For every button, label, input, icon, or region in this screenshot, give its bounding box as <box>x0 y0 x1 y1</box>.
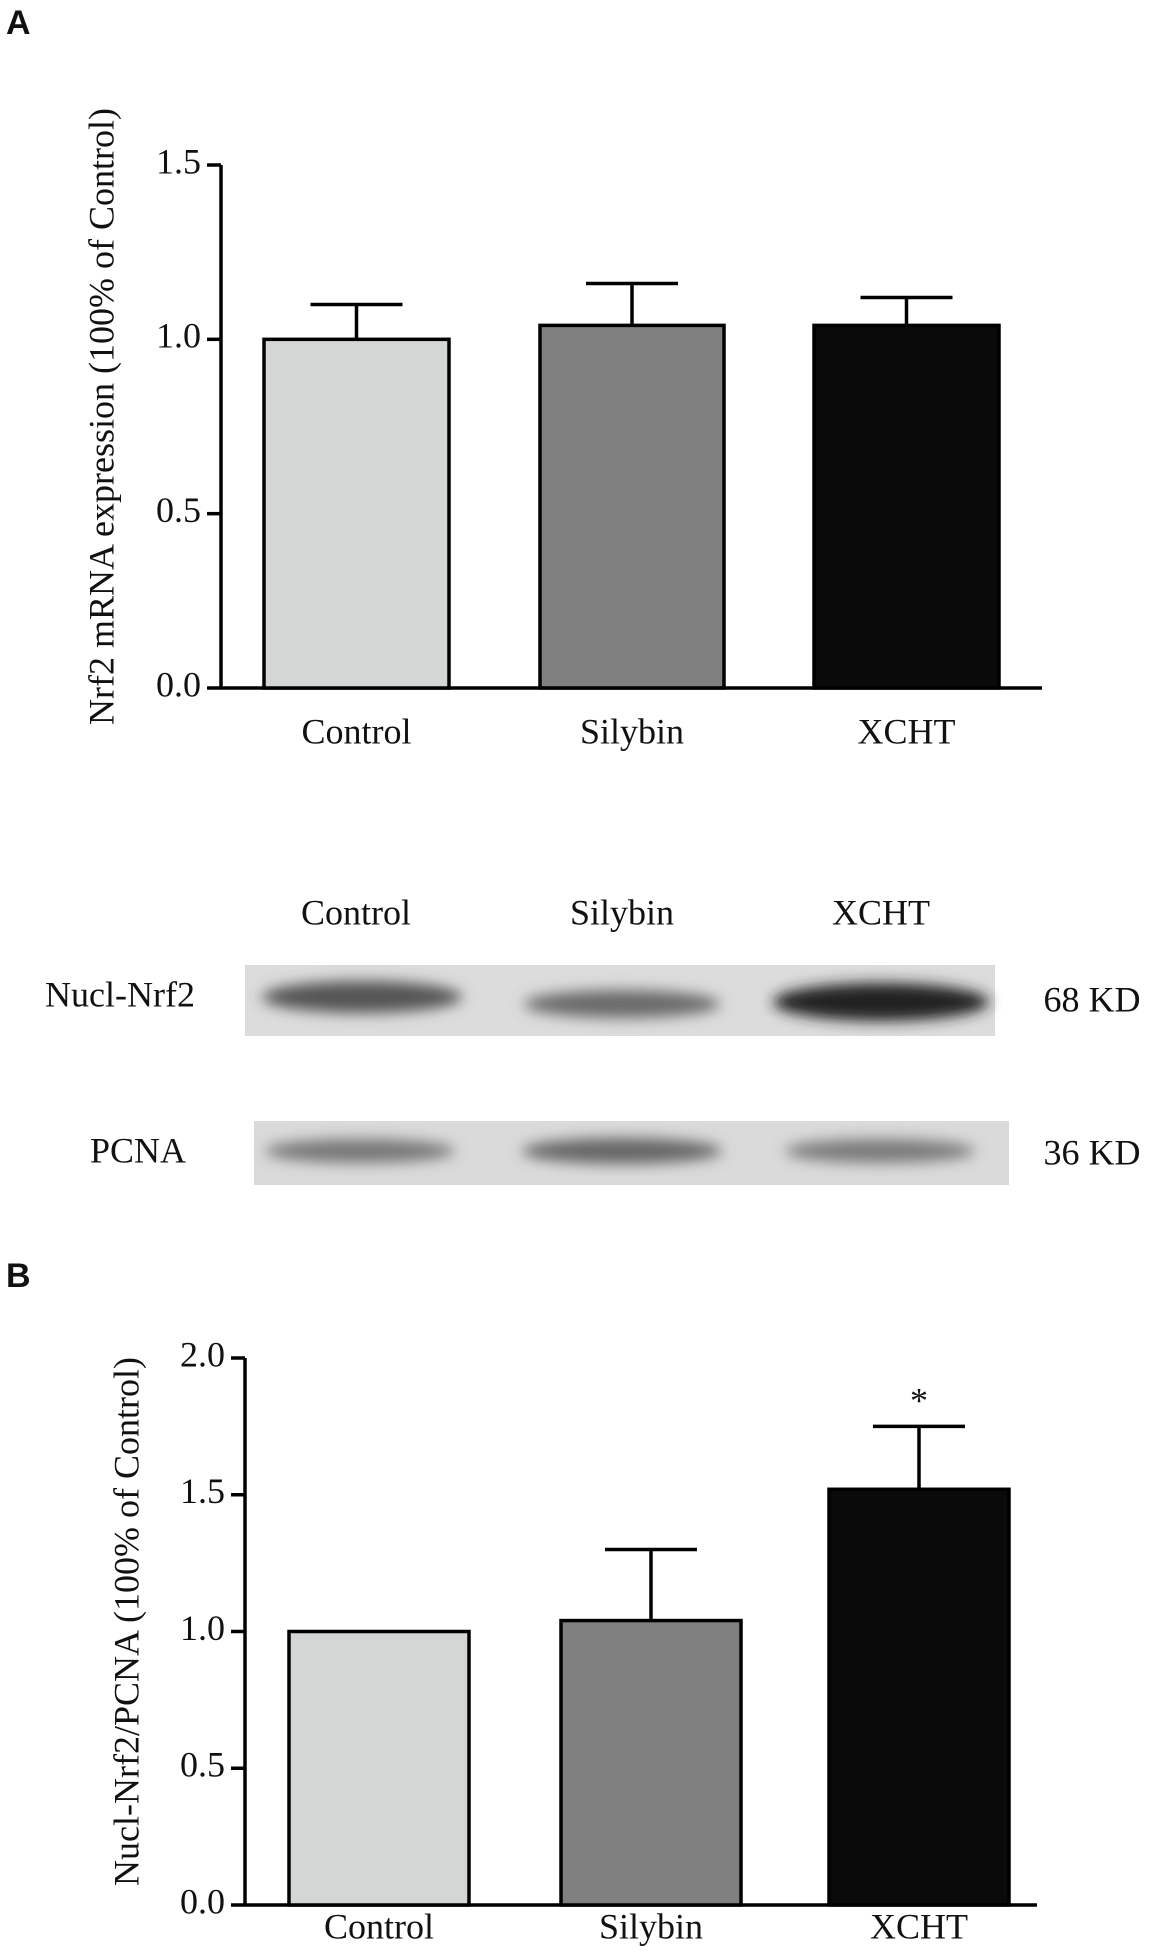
bar <box>287 1629 471 1907</box>
western-blot: Control Silybin XCHT Nucl-Nrf2 68 KD PCN… <box>45 892 1141 1185</box>
blot-row-label: PCNA <box>90 1130 186 1170</box>
y-tick-label: 0.5 <box>180 1745 225 1785</box>
lane-label: Silybin <box>570 892 674 932</box>
panel-label: A <box>6 4 31 42</box>
y-tick-label: 1.5 <box>156 141 201 181</box>
lane-label: XCHT <box>832 892 930 932</box>
x-tick-label: XCHT <box>858 711 956 751</box>
x-tick-label: Silybin <box>580 711 684 751</box>
bar <box>538 323 726 690</box>
bar <box>812 323 1001 690</box>
y-tick-label: 1.5 <box>180 1471 225 1511</box>
blot-size-label: 36 KD <box>1044 1132 1141 1172</box>
x-tick-label: Control <box>324 1906 434 1946</box>
annotation: * <box>910 1381 928 1421</box>
y-tick-label: 0.0 <box>180 1881 225 1921</box>
y-tick-label: 0.5 <box>156 490 201 530</box>
y-tick-label: 0.0 <box>156 664 201 704</box>
blot-row-label: Nucl-Nrf2 <box>45 974 195 1014</box>
blot-size-label: 68 KD <box>1044 979 1141 1019</box>
y-axis-label: Nrf2 mRNA expression (100% of Control) <box>81 108 121 725</box>
x-tick-label: Silybin <box>599 1906 703 1946</box>
y-axis-label: Nucl-Nrf2/PCNA (100% of Control) <box>106 1357 146 1886</box>
y-tick-label: 1.0 <box>156 316 201 356</box>
x-tick-label: XCHT <box>870 1906 968 1946</box>
blot-bands <box>265 1138 975 1164</box>
bar <box>827 1487 1011 1907</box>
y-tick-label: 1.0 <box>180 1608 225 1648</box>
panel-label: B <box>6 1257 31 1295</box>
y-tick-label: 2.0 <box>180 1334 225 1374</box>
lane-label: Control <box>301 892 411 932</box>
blot-bands <box>262 981 989 1021</box>
bar <box>559 1618 743 1907</box>
bar <box>262 337 451 690</box>
x-tick-label: Control <box>301 711 411 751</box>
